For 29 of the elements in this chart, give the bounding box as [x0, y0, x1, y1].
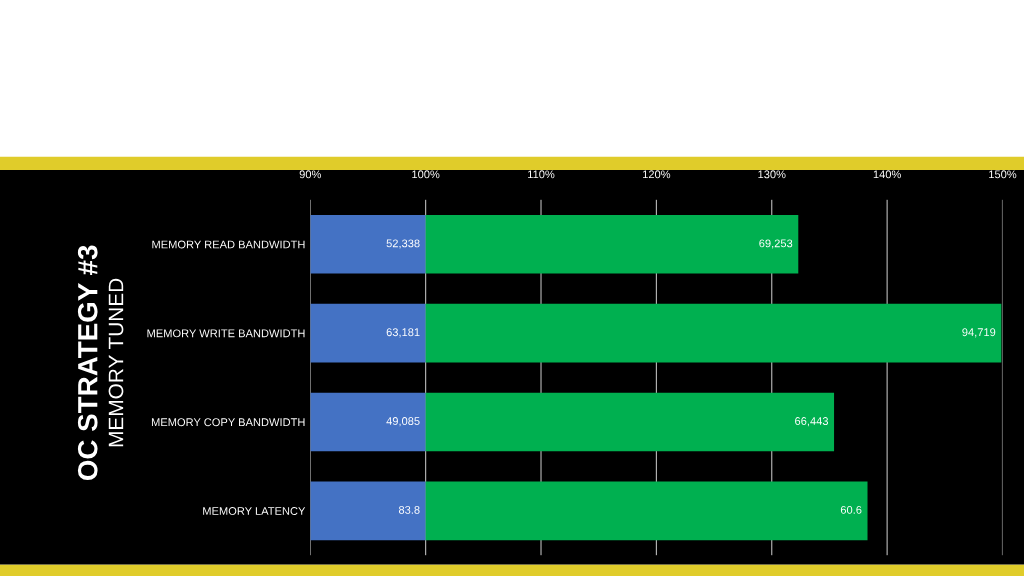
x-tick-label: 140% [873, 170, 901, 179]
annotation: 94,719 [962, 328, 996, 338]
text: OC STRATEGY #3 [77, 245, 98, 481]
x-tick-label: 120% [643, 170, 671, 179]
x-tick-label: 150% [989, 170, 1017, 179]
bar [425, 303, 1002, 363]
bar [310, 392, 426, 452]
y-tick-label: MEMORY WRITE BANDWIDTH [147, 329, 305, 338]
y-tick-label: MEMORY COPY BANDWIDTH [151, 418, 305, 427]
annotation: 52,338 [386, 239, 420, 249]
annotation: 83.8 [398, 505, 420, 514]
x-tick-label: 110% [528, 170, 555, 179]
bar [425, 481, 868, 541]
annotation: 49,085 [386, 417, 420, 427]
text: MEMORY TUNED [108, 278, 124, 447]
x-tick-label: 100% [412, 170, 440, 179]
annotation: 69,253 [759, 239, 793, 249]
y-tick-label: MEMORY LATENCY [203, 507, 306, 515]
annotation: 60.6 [840, 505, 862, 514]
bar [310, 214, 426, 274]
annotation: 63,181 [386, 328, 420, 338]
bar [310, 481, 426, 541]
x-tick-label: 130% [758, 170, 786, 179]
annotation: 66,443 [795, 417, 829, 427]
bar [425, 214, 799, 274]
bar [310, 303, 426, 363]
x-tick-label: 90% [299, 170, 321, 179]
bar [425, 392, 835, 452]
y-tick-label: MEMORY READ BANDWIDTH [152, 240, 305, 249]
